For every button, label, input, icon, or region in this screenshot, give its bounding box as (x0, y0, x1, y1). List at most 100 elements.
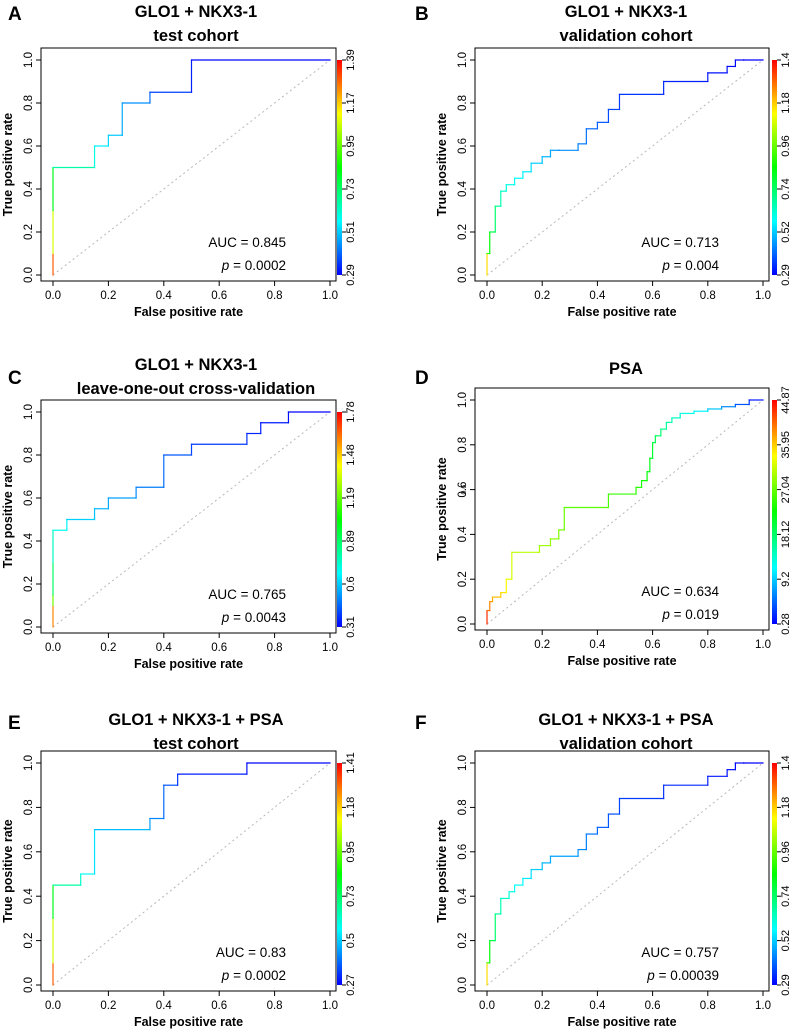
y-tick-label: 0.2 (23, 576, 35, 592)
colorbar-tick-label: 0.73 (345, 178, 357, 199)
colorbar-tick-label: 0.95 (345, 841, 357, 862)
x-tick-label: 0.8 (700, 1000, 716, 1012)
x-tick-label: 0.2 (100, 290, 116, 302)
roc-curve (486, 762, 764, 986)
chart-title-line: validation cohort (560, 735, 693, 753)
p-value-label: p = 0.00039 (646, 968, 719, 983)
p-value-label: p = 0.004 (661, 258, 719, 273)
y-tick-label: 1.0 (457, 52, 469, 68)
panel-letter: E (8, 713, 21, 734)
y-tick-label: 0.2 (457, 571, 469, 587)
y-axis-label: True positive rate (435, 457, 449, 561)
x-tick-label: 0.6 (211, 290, 227, 302)
y-tick-label: 0.8 (23, 447, 35, 463)
x-tick-label: 0.6 (211, 642, 227, 654)
y-tick-label: 0.0 (23, 619, 35, 635)
plot-frame (474, 750, 770, 992)
x-tick-label: 0.0 (45, 290, 61, 302)
colorbar-tick-label: 0.52 (780, 930, 792, 951)
x-tick-label: 0.4 (156, 290, 173, 302)
colorbar-tick-label: 1.39 (345, 49, 357, 70)
chart-title-line: leave-one-out cross-validation (77, 380, 315, 398)
colorbar-tick-label: 0.52 (780, 221, 792, 242)
panel-letter: A (8, 4, 22, 25)
plot-frame (474, 387, 770, 631)
y-tick-label: 0.4 (23, 888, 35, 905)
colorbar-tick-label: 0.73 (345, 885, 357, 906)
x-tick-label: 0.0 (45, 1000, 61, 1012)
colorbar (337, 60, 342, 275)
colorbar-tick-label: 0.5 (345, 933, 357, 948)
y-tick-label: 0.4 (23, 180, 35, 197)
colorbar-tick-label: 0.74 (780, 178, 792, 199)
y-axis-label: True positive rate (1, 465, 15, 569)
colorbar-tick-label: 1.4 (780, 755, 792, 770)
x-axis-label: False positive rate (134, 657, 243, 671)
p-value-label: p = 0.0043 (221, 610, 286, 625)
roc-curve (52, 59, 331, 276)
y-tick-label: 0.8 (23, 95, 35, 111)
colorbar-tick-label: 0.28 (780, 613, 792, 634)
p-value: = 0.0043 (229, 610, 286, 625)
y-tick-label: 0.6 (23, 138, 35, 154)
colorbar-tick-label: 0.27 (345, 974, 357, 995)
x-tick-label: 0.4 (589, 639, 606, 651)
x-tick-label: 0.2 (534, 1000, 550, 1012)
auc-label: AUC = 0.713 (641, 235, 719, 250)
x-tick-label: 0.8 (700, 290, 716, 302)
x-tick-label: 0.2 (534, 639, 550, 651)
y-tick-label: 0.2 (457, 224, 469, 240)
roc-panel-d: D PSA 0.0 0.2 0.4 0.6 0.8 1.0 0.0 0.2 0.4 0.6 0.8 1.0… (415, 360, 792, 668)
colorbar-tick-label: 0.6 (345, 576, 357, 591)
colorbar (772, 60, 777, 275)
auc-label: AUC = 0.634 (641, 584, 719, 599)
plot-frame (40, 47, 337, 282)
x-tick-label: 0.2 (534, 290, 550, 302)
y-tick-label: 0.6 (457, 482, 469, 498)
y-tick-label: 0.0 (457, 267, 469, 283)
chart-title-line: GLO1 + NKX3-1 (135, 356, 257, 374)
y-tick-label: 0.4 (457, 888, 469, 905)
colorbar (772, 763, 777, 985)
chart-title-line: test cohort (153, 27, 239, 45)
colorbar-tick-label: 0.74 (780, 885, 792, 906)
x-tick-label: 0.6 (645, 639, 661, 651)
colorbar-tick-label: 18.12 (780, 521, 792, 549)
colorbar-tick-label: 0.29 (345, 264, 357, 285)
plot-frame (474, 47, 770, 282)
x-axis-label: False positive rate (134, 305, 243, 319)
y-tick-label: 0.6 (457, 138, 469, 154)
x-tick-label: 0.8 (700, 639, 716, 651)
x-tick-label: 0.0 (479, 639, 495, 651)
x-tick-label: 1.0 (755, 639, 771, 651)
y-tick-label: 0.8 (23, 799, 35, 815)
y-tick-label: 1.0 (457, 392, 469, 408)
y-axis-label: True positive rate (435, 113, 449, 217)
y-tick-label: 0.6 (23, 490, 35, 506)
colorbar (337, 412, 342, 627)
y-tick-label: 0.2 (23, 933, 35, 949)
auc-label: AUC = 0.757 (641, 945, 719, 960)
x-tick-label: 0.6 (645, 290, 661, 302)
x-tick-label: 0.4 (156, 1000, 173, 1012)
panel-letter: F (415, 713, 427, 734)
chance-diagonal (486, 762, 764, 986)
colorbar-tick-label: 27.04 (780, 476, 792, 504)
y-tick-label: 0.0 (457, 616, 469, 632)
x-axis-label: False positive rate (567, 1015, 676, 1029)
auc-label: AUC = 0.83 (216, 945, 286, 960)
roc-curve (52, 411, 331, 628)
y-tick-label: 0.6 (457, 844, 469, 860)
p-value: = 0.0002 (229, 258, 286, 273)
x-tick-label: 0.4 (589, 290, 606, 302)
x-axis-label: False positive rate (567, 654, 676, 668)
colorbar (337, 763, 342, 985)
x-tick-label: 0.2 (100, 1000, 116, 1012)
p-value: = 0.00039 (655, 968, 719, 983)
x-tick-label: 0.4 (156, 642, 173, 654)
p-value: = 0.019 (670, 607, 719, 622)
colorbar-tick-label: 1.18 (345, 797, 357, 818)
chance-diagonal (52, 762, 331, 986)
colorbar-tick-label: 1.19 (345, 487, 357, 508)
x-tick-label: 1.0 (755, 290, 771, 302)
